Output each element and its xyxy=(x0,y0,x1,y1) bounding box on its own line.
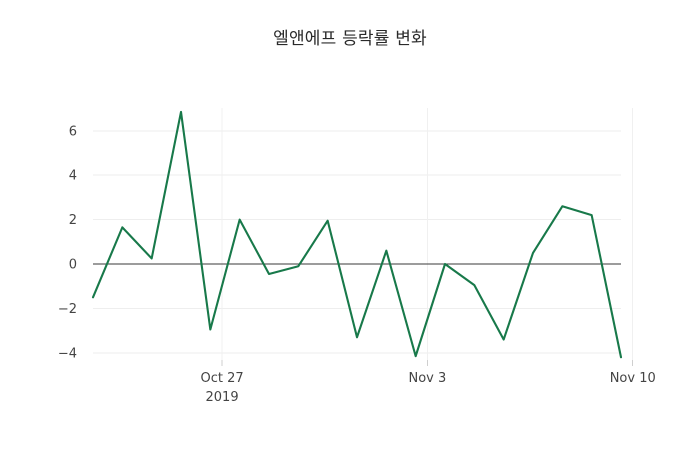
y-axis-labels-group: 6 4 2 0 −2 −4 xyxy=(58,124,77,361)
y-axis-tick-label: −2 xyxy=(58,302,77,317)
gridlines-group xyxy=(93,130,621,354)
series-line-0 xyxy=(91,110,623,359)
x-axis-tick-label: Oct 27 xyxy=(200,371,243,386)
data-series-group xyxy=(91,110,623,359)
y-axis-tick-label: −4 xyxy=(58,346,77,361)
y-axis-tick-label: 6 xyxy=(69,124,77,139)
y-axis-tick-label: 4 xyxy=(69,169,77,184)
x-axis-tick-label: Nov 3 xyxy=(409,371,447,386)
x-axis-tick-sublabel: 2019 xyxy=(206,390,239,405)
chart-title: 엘앤에프 등락률 변화 xyxy=(273,29,427,49)
x-axis-tick-marks xyxy=(221,360,634,366)
y-axis-tick-label: 0 xyxy=(69,258,77,273)
x-axis-tick-label: Nov 10 xyxy=(610,371,656,386)
y-axis-tick-label: 2 xyxy=(69,213,77,228)
vertical-gridlines-group xyxy=(221,108,634,360)
